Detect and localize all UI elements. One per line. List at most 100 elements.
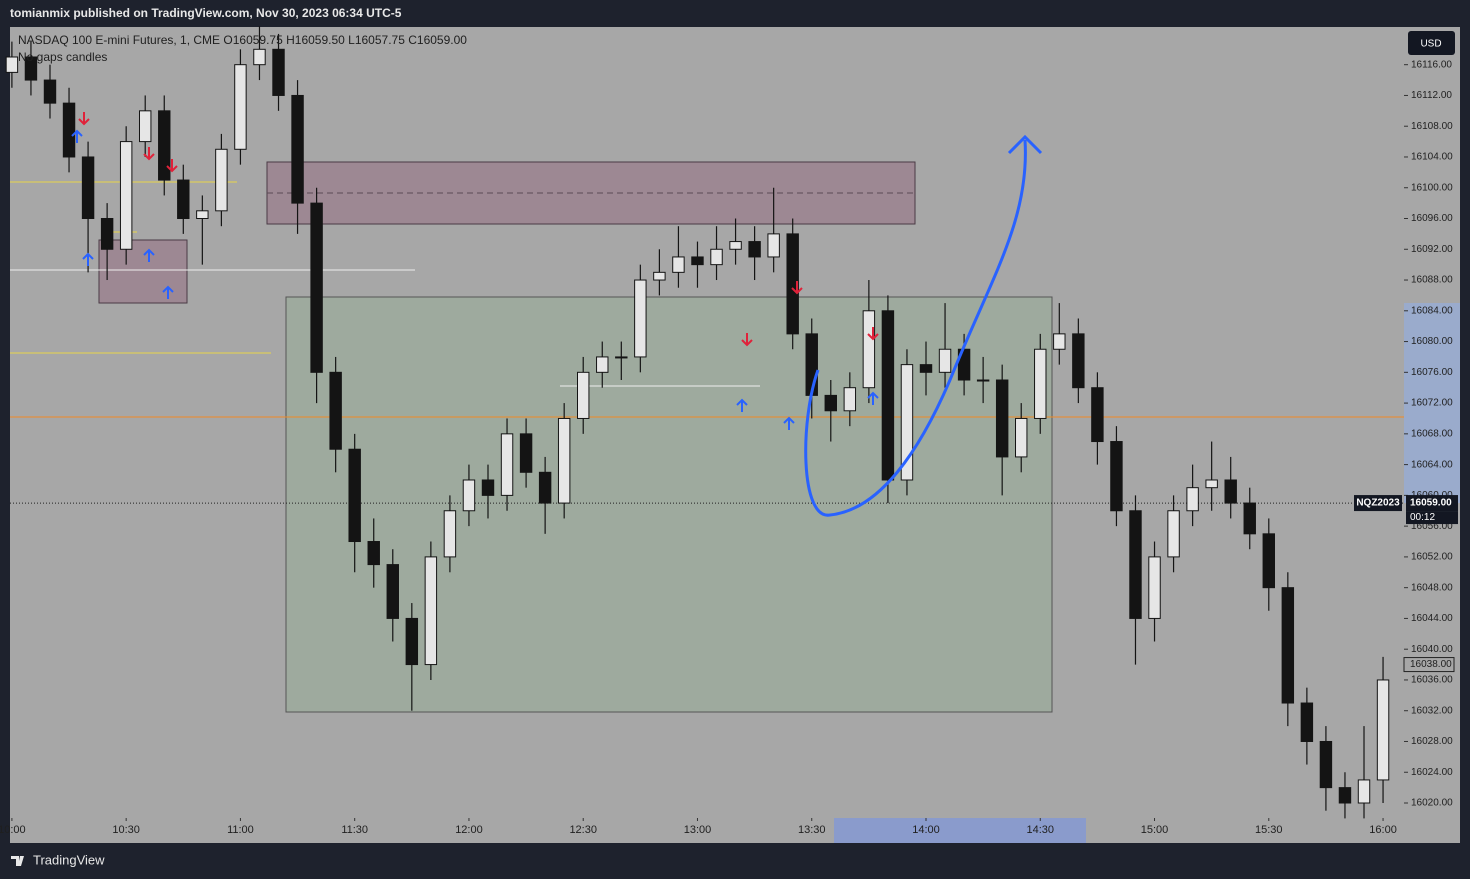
brand-name: TradingView [33,852,105,867]
current-price-label: 16059.00 [1410,498,1452,509]
candle-body [938,348,952,373]
candle-body [1015,417,1028,458]
x-tick-label: 10:00 [0,824,26,836]
candle-body [462,479,476,512]
projection-curve [804,139,1027,517]
y-tick-label: 16092.00 [1411,244,1453,255]
x-tick-label: 13:00 [684,824,712,836]
candle-body [1053,333,1066,350]
candle-body [329,371,342,450]
candle-body [5,56,19,73]
candle-body [672,256,685,273]
x-tick-label: 10:30 [112,824,140,836]
y-tick-label: 16068.00 [1411,428,1453,439]
currency-label[interactable]: USD [1420,39,1441,50]
candle-body [1072,333,1085,389]
x-tick-label: 14:30 [1026,824,1054,836]
candle-body [81,156,95,220]
range-box [285,296,1053,713]
y-tick-label: 16116.00 [1411,59,1452,70]
y-tick-label: 16100.00 [1411,182,1453,193]
y-tick-label: 16108.00 [1411,121,1453,132]
cursor-price-box [1403,657,1455,673]
publish-info: tomianmix published on TradingView.com, … [10,6,402,20]
candle-body [729,241,742,250]
current-price-box [1406,495,1458,512]
candle-body [1148,556,1161,619]
y-tick-label: 16112.00 [1411,90,1452,101]
buy-arrow [783,416,795,430]
countdown-label: 00:12 [1410,512,1435,523]
footer-bar [0,843,1470,879]
candle-body [995,379,1009,458]
sell-arrow [143,147,155,161]
brand-logo [11,856,24,866]
legend-line: NASDAQ 100 E-mini Futures, 1, CME O16059… [18,33,467,47]
buy-arrow [736,398,748,412]
candle-body [253,48,266,66]
symbol-label: NQZ2023 [1356,498,1400,509]
x-tick-label: 14:00 [912,824,940,836]
candle-body [1110,441,1123,512]
candle-body [538,471,552,504]
y-tick-label: 16028.00 [1411,736,1453,747]
candle-body [291,94,304,204]
plot [5,26,1404,819]
candle-body [424,556,438,666]
candle-body [100,218,114,250]
candle-body [519,433,533,473]
sell-arrow [166,159,178,173]
x-tick-label: 16:00 [1369,824,1397,836]
candle-body [691,256,704,266]
y-tick-label: 16084.00 [1411,305,1453,316]
symbol-box [1354,495,1402,512]
overlay: NASDAQ 100 E-mini Futures, 1, CME O16059… [18,33,1043,517]
candle-body [348,448,361,543]
y-tick-label: 16088.00 [1411,275,1453,286]
candle-body [443,510,457,558]
buy-arrow [867,391,879,405]
candle-body [1243,502,1256,535]
candle-body [1186,487,1199,512]
candle-body [919,364,933,373]
sell-arrow [791,281,803,295]
candle-body [272,48,285,96]
candle-body [138,110,152,143]
candle-body [1167,510,1180,558]
y-tick-label: 16096.00 [1411,213,1453,224]
candle-body [1281,587,1295,704]
candle-body [234,64,247,150]
price-range-highlight [1404,303,1460,503]
y-tick-label: 16072.00 [1411,398,1453,409]
candle-body [196,210,209,220]
sell-arrow [78,112,90,126]
x-tick-label: 11:30 [341,824,368,836]
x-tick-label: 15:00 [1141,824,1169,836]
candle-body [1129,510,1142,619]
y-tick-label: 16036.00 [1411,675,1453,686]
countdown-box [1406,511,1458,525]
currency-button[interactable] [1408,31,1455,55]
y-tick-label: 16020.00 [1411,798,1453,809]
y-tick-label: 16064.00 [1411,459,1453,470]
y-tick-label: 16040.00 [1411,644,1453,655]
candle-body [1357,779,1371,804]
legend-line: No gaps candles [18,50,107,64]
buy-arrow [71,129,83,143]
y-tick-label: 16048.00 [1411,582,1453,593]
candle-body [1338,787,1352,804]
candle-body [215,148,228,212]
candle-body [24,56,38,81]
candle-body [843,387,857,412]
cursor-price-label: 16038.00 [1410,659,1452,670]
y-tick-label: 16024.00 [1411,767,1453,778]
sell-arrow [867,327,879,341]
y-tick-label: 16104.00 [1411,152,1453,163]
y-tick-label: 16052.00 [1411,552,1453,563]
candle-body [1205,479,1218,489]
x-tick-label: 12:00 [455,824,483,836]
candle-body [1034,348,1047,419]
y-tick-label: 16080.00 [1411,336,1453,347]
candle-body [367,541,380,566]
